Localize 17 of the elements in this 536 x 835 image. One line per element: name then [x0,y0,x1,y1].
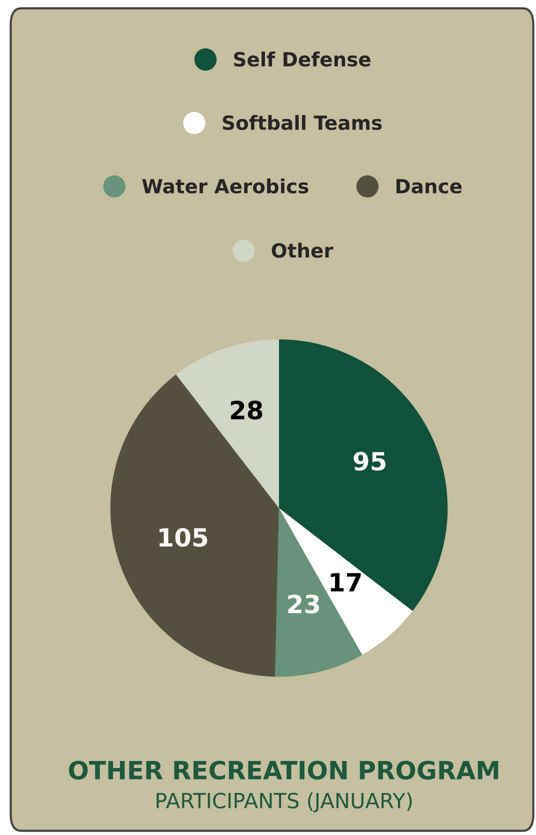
data-label: 105 [160,528,208,547]
legend-label: Dance [396,179,462,194]
legend-label: Other [272,242,334,258]
data-label: 23 [288,594,320,614]
pie-slice [278,508,413,655]
pie-slice [278,339,448,612]
legend-label: Self Defense [234,52,370,67]
text: OTHER RECREATION PROGRAM [68,760,498,780]
legend-label: Water Aerobics [142,178,308,194]
pie-slice [275,508,362,677]
pie-slice [176,339,279,508]
pie-slice [110,374,279,677]
data-label: 95 [354,452,386,471]
legend-label: Softball Teams [222,115,382,130]
data-label: 28 [230,400,262,420]
text: PARTICIPANTS (JANUARY) [156,792,412,812]
data-label: 17 [330,573,361,592]
